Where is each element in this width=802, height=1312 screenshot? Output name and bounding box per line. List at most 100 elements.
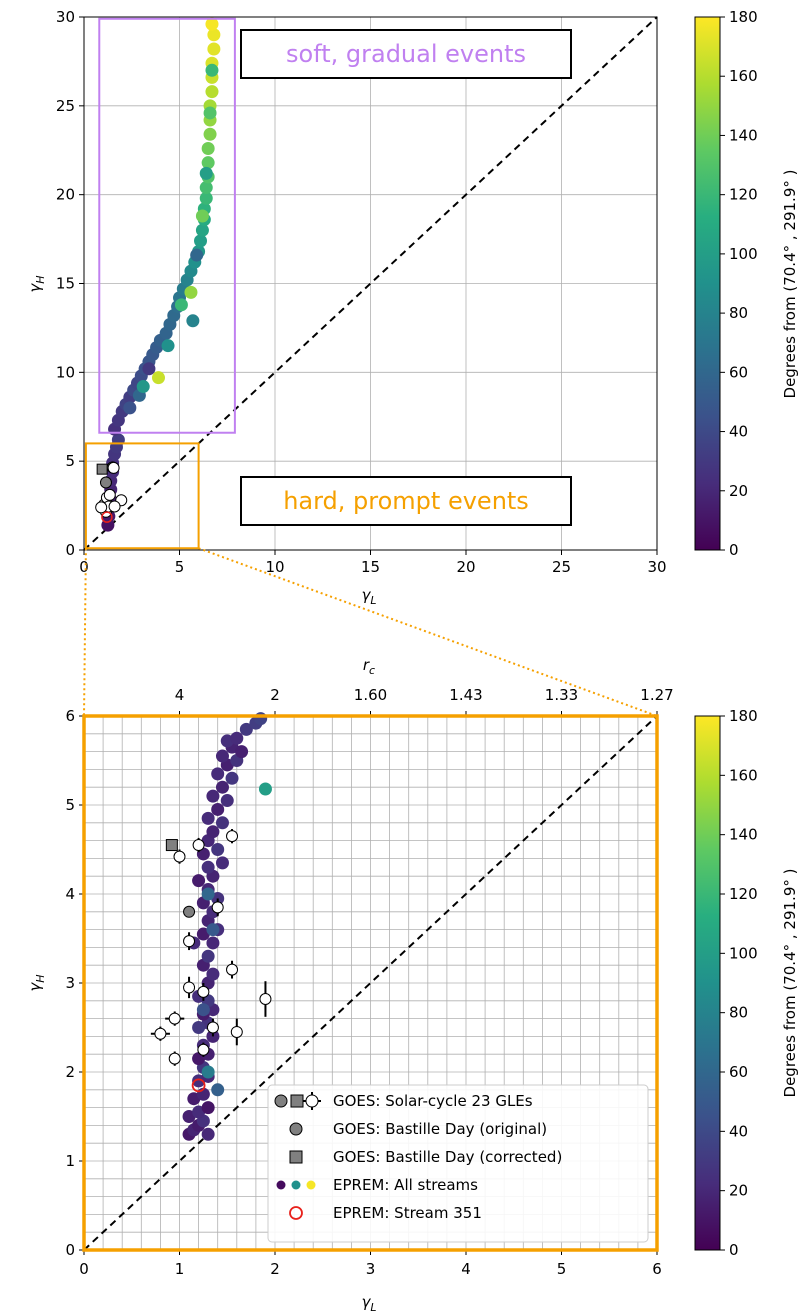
zoom-points <box>150 712 272 1141</box>
zoom-x-tick-label: 6 <box>652 1260 662 1278</box>
legend-box <box>267 1084 649 1243</box>
overview-goes-point <box>108 500 121 513</box>
zoom-ticks: 0 1 2 3 4 5 6 0 1 2 3 4 5 6 4 2 1.60 1.43 1.33 1.27 <box>65 686 673 1278</box>
overview-colorbar-ticks: 0 20 40 60 80 100 120 140 160 180 <box>720 8 758 559</box>
zoom-eprem-point <box>211 843 225 856</box>
zoom-eprem-point <box>239 722 253 736</box>
legend-marker-circle <box>274 1094 288 1108</box>
overview-colorbar-tick-label: 160 <box>729 67 758 85</box>
zoom-eprem-point <box>225 771 239 785</box>
zoom-panel: 0 1 2 3 4 5 6 0 1 2 3 4 5 6 4 2 1.60 1.43 1.33 1.27 γL γH r… <box>26 656 674 1312</box>
legend-marker-eprem-low <box>276 1180 286 1190</box>
overview-eprem-point <box>186 314 200 328</box>
zoom-eprem-point <box>211 802 225 816</box>
zoom-eprem-point <box>206 923 220 937</box>
overview-colorbar-tick-label: 140 <box>729 126 758 144</box>
legend-marker-bastille-corrected <box>289 1150 303 1164</box>
zoom-eprem-point <box>220 794 234 808</box>
overview-x-tick-label: 5 <box>175 558 185 576</box>
overview-x-tick-label: 30 <box>647 558 666 576</box>
zoom-top-tick-label: 1.33 <box>545 686 578 704</box>
zoom-eprem-point <box>230 731 244 745</box>
overview-colorbar-tick-label: 20 <box>729 482 748 500</box>
overview-points <box>95 17 221 532</box>
overview-colorbar-tick-label: 180 <box>729 8 758 26</box>
overview-y-tick-label: 25 <box>56 97 75 115</box>
zoom-goes-point <box>230 1025 243 1038</box>
legend-entry-label: GOES: Bastille Day (original) <box>333 1120 547 1138</box>
overview-y-tick-label: 0 <box>65 541 75 559</box>
overview-bastille-original-point <box>99 476 112 489</box>
overview-goes-point <box>107 461 120 474</box>
zoom-eprem-point <box>201 887 215 901</box>
zoom-colorbar-tick-label: 140 <box>729 826 758 844</box>
zoom-goes-point <box>226 830 239 843</box>
zoom-x-tick-label: 4 <box>461 1260 471 1278</box>
zoom-eprem-point <box>201 860 215 874</box>
overview-colorbar-tick-label: 120 <box>729 186 758 204</box>
zoom-eprem-point <box>206 789 220 803</box>
zoom-y-tick-label: 4 <box>65 885 75 903</box>
overview-colorbar-tick-label: 40 <box>729 423 748 441</box>
legend-entry-label: EPREM: All streams <box>333 1176 478 1194</box>
zoom-eprem-point <box>196 1003 210 1017</box>
overview-eprem-point <box>201 141 215 155</box>
hard-events-box <box>84 442 200 550</box>
overview-eprem-point <box>203 127 217 141</box>
hard-events-text: hard, prompt events <box>283 487 529 515</box>
overview-y-tick-label: 20 <box>56 186 75 204</box>
zoom-bastille-corrected-point <box>165 839 178 852</box>
zoom-eprem-point <box>201 1101 215 1115</box>
zoom-y-axis-label: γH <box>26 974 47 991</box>
zoom-top-tick-label: 1.27 <box>640 686 673 704</box>
zoom-y-tick-label: 5 <box>65 796 75 814</box>
overview-goes-point <box>95 501 108 514</box>
overview-eprem-point <box>207 28 221 42</box>
zoom-colorbar-ticks: 0 20 40 60 80 100 120 140 160 180 <box>720 707 758 1259</box>
zoom-colorbar-tick-label: 160 <box>729 766 758 784</box>
zoom-y-tick-label: 1 <box>65 1152 75 1170</box>
overview-goes-point <box>103 488 116 501</box>
zoom-top-tick-label: 4 <box>175 686 185 704</box>
overview-x-axis-label: γL <box>361 586 376 607</box>
overview-eprem-point <box>199 181 213 195</box>
overview-eprem-point <box>203 106 217 120</box>
zoom-colorbar-tick-label: 20 <box>729 1182 748 1200</box>
overview-eprem-point <box>199 191 213 205</box>
overview-eprem-point <box>123 401 137 415</box>
zoom-eprem-point <box>206 936 220 950</box>
overview-x-tick-label: 15 <box>361 558 380 576</box>
zoom-colorbar-label: Degrees from (70.4° , 291.9° ) <box>781 869 799 1098</box>
legend-entry-label: EPREM: Stream 351 <box>333 1204 482 1222</box>
overview-eprem-point <box>201 156 215 170</box>
overview-bastille-corrected-point <box>96 463 108 475</box>
overview-eprem-point <box>195 223 209 237</box>
zoom-goes-point <box>183 935 196 948</box>
zoom-eprem-point <box>201 811 215 825</box>
zoom-y-tick-label: 3 <box>65 974 75 992</box>
overview-eprem-point <box>194 234 208 248</box>
zoom-goes-point <box>154 1027 167 1040</box>
overview-eprem-point <box>190 248 204 262</box>
zoom-colorbar-tick-label: 80 <box>729 1004 748 1022</box>
zoom-goes-point <box>168 1052 181 1065</box>
overview-x-tick-label: 25 <box>552 558 571 576</box>
legend-marker-square <box>290 1094 304 1108</box>
zoom-top-axis-label: rc <box>363 656 375 677</box>
soft-events-box <box>98 17 236 434</box>
zoom-eprem-point <box>201 949 215 963</box>
zoom-goes-point <box>259 993 272 1006</box>
overview-y-tick-label: 10 <box>56 363 75 381</box>
legend-marker-bastille-original <box>289 1122 303 1136</box>
zoom-x-tick-label: 3 <box>366 1260 376 1278</box>
zoom-goes-point <box>168 1012 181 1025</box>
zoom-goes-point <box>211 901 224 914</box>
overview-eprem-point <box>151 371 165 385</box>
zoom-y-tick-label: 2 <box>65 1063 75 1081</box>
zoom-goes-point <box>173 850 186 863</box>
overview-eprem-point <box>199 166 213 180</box>
overview-eprem-point <box>205 85 219 99</box>
legend-entry-label: GOES: Bastille Day (corrected) <box>333 1148 562 1166</box>
hard-events-label: hard, prompt events <box>240 476 572 526</box>
overview-eprem-point <box>207 42 221 56</box>
